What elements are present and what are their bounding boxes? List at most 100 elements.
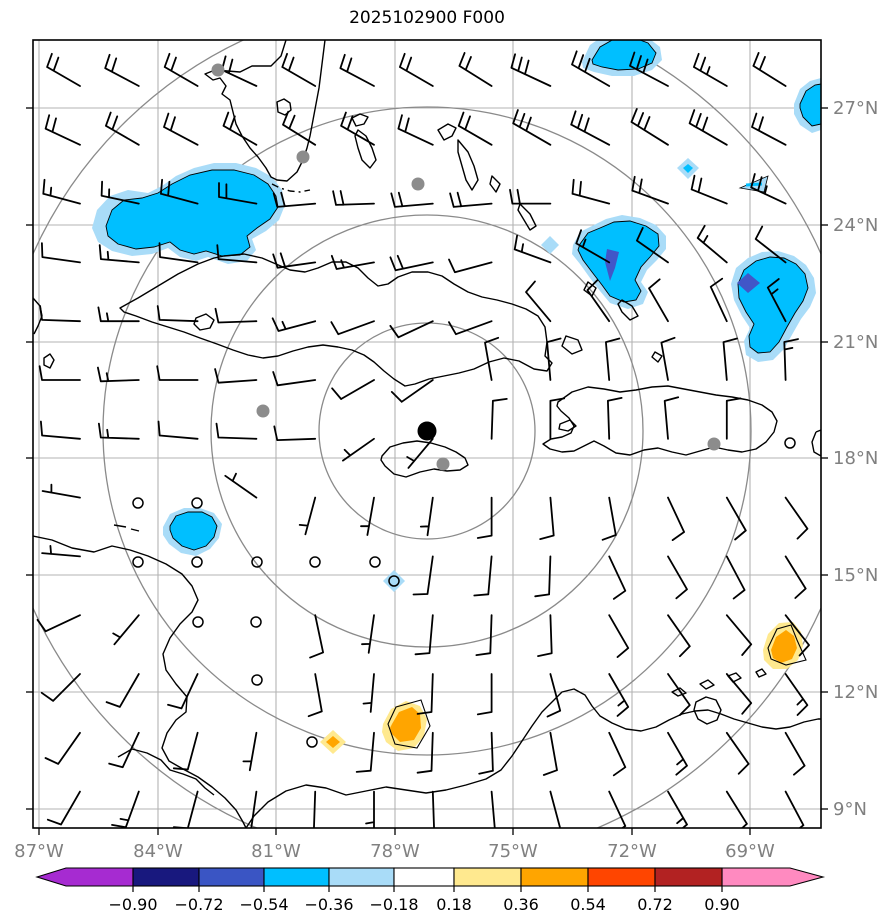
colorbar-tick-label: −0.72 xyxy=(174,895,223,914)
wind-barb xyxy=(342,437,375,462)
nw-blob-core xyxy=(105,169,279,257)
y-tick-label: 15°N xyxy=(833,565,878,586)
coastline-andros xyxy=(354,129,377,169)
wind-barb xyxy=(399,52,434,87)
wind-barb xyxy=(636,227,669,264)
wind-barb xyxy=(157,420,199,440)
wind-barb xyxy=(112,614,140,646)
wind-barb xyxy=(332,190,375,206)
range-ring xyxy=(102,106,752,756)
wind-barb xyxy=(784,614,810,657)
wind-barb xyxy=(156,305,199,323)
right-blob-inner xyxy=(737,273,760,293)
wind-barb xyxy=(667,496,685,541)
x-tick-label: 69°W xyxy=(725,841,775,862)
wind-barb xyxy=(725,397,742,440)
wind-barb xyxy=(330,320,375,336)
colorbar-segment xyxy=(587,867,656,887)
colorbar-segment xyxy=(520,867,589,887)
wind-barb xyxy=(512,109,552,146)
wind-barb xyxy=(478,731,494,775)
wind-barb xyxy=(355,731,375,773)
wind-barb xyxy=(525,280,552,323)
colorbar-tick-label: −0.90 xyxy=(108,895,157,914)
orange-right-outline xyxy=(767,624,807,666)
colorbar-segment xyxy=(654,867,723,887)
wind-barb xyxy=(163,52,199,87)
lat-lon-gridlines xyxy=(33,40,821,828)
wind-barb xyxy=(242,731,258,772)
wind-barb xyxy=(693,52,728,87)
wind-barb xyxy=(784,731,806,776)
calm-circle xyxy=(306,736,318,748)
city-dot xyxy=(411,177,425,191)
wind-barb xyxy=(215,422,258,440)
wind-barb xyxy=(389,320,434,339)
chart-title: 2025102900 F000 xyxy=(349,8,505,28)
wind-barb xyxy=(750,173,787,205)
colorbar-tick-label: −0.54 xyxy=(239,895,288,914)
colorbar-segment xyxy=(328,867,395,887)
orange-right-core xyxy=(771,630,797,663)
leftmid-blob-core xyxy=(169,511,218,551)
calm-circle xyxy=(191,497,203,509)
wind-barb xyxy=(476,496,493,539)
wind-barb xyxy=(725,790,748,828)
coastline-panama xyxy=(117,748,215,796)
wind-barb xyxy=(340,111,375,146)
colorbar-right-arrow xyxy=(721,867,826,887)
wind-barb xyxy=(648,278,669,323)
wind-barb xyxy=(660,336,676,381)
colorbar-segment xyxy=(198,867,265,887)
wind-barb xyxy=(412,555,434,596)
city-dot xyxy=(256,404,270,418)
wind-barb xyxy=(406,437,434,469)
plot-frame xyxy=(32,39,822,829)
wind-barb xyxy=(39,305,81,323)
wind-barb xyxy=(484,336,500,381)
coastline-hispaniola xyxy=(542,385,778,456)
coastline-lake-okeechobee xyxy=(276,98,292,116)
colorbar-segment xyxy=(132,867,200,887)
calm-circle xyxy=(251,556,263,568)
wind-barb xyxy=(108,731,140,769)
wind-barb xyxy=(272,252,317,269)
coastline-acklins xyxy=(617,299,639,321)
colorbar-tick-label: −0.18 xyxy=(369,895,418,914)
wind-barb xyxy=(44,114,81,146)
wind-barb xyxy=(222,111,258,146)
wind-barb xyxy=(783,338,799,381)
wind-barb xyxy=(362,673,375,713)
calm-circle xyxy=(132,497,144,509)
wind-barb xyxy=(98,422,140,440)
calm-circle xyxy=(192,616,204,628)
wind-barb xyxy=(630,108,669,146)
wind-barb xyxy=(214,307,258,324)
coastline-cat-island xyxy=(489,175,501,193)
wind-barb xyxy=(537,614,553,657)
wind-barb xyxy=(629,51,669,87)
wind-barb xyxy=(725,673,753,715)
wind-barb xyxy=(725,555,746,600)
wind-barb xyxy=(431,790,435,828)
wind-barb xyxy=(457,111,493,146)
coastline-eleuthera-north xyxy=(437,123,457,141)
storm-center-dot xyxy=(417,421,437,441)
mid-blob-inner xyxy=(605,249,619,281)
wind-barb xyxy=(513,234,552,264)
wind-barb xyxy=(167,673,199,710)
wind-barb xyxy=(667,673,691,716)
wind-barb xyxy=(100,180,140,205)
wind-barb xyxy=(38,365,81,381)
wind-barb xyxy=(549,397,566,440)
wind-barb xyxy=(214,368,258,384)
wind-barb xyxy=(575,229,611,264)
wind-barb xyxy=(549,790,562,828)
calm-circle xyxy=(369,556,381,568)
wind-barb xyxy=(608,555,627,600)
wind-barb xyxy=(160,178,199,205)
wind-barb xyxy=(158,242,199,264)
wind-barb xyxy=(605,337,621,381)
